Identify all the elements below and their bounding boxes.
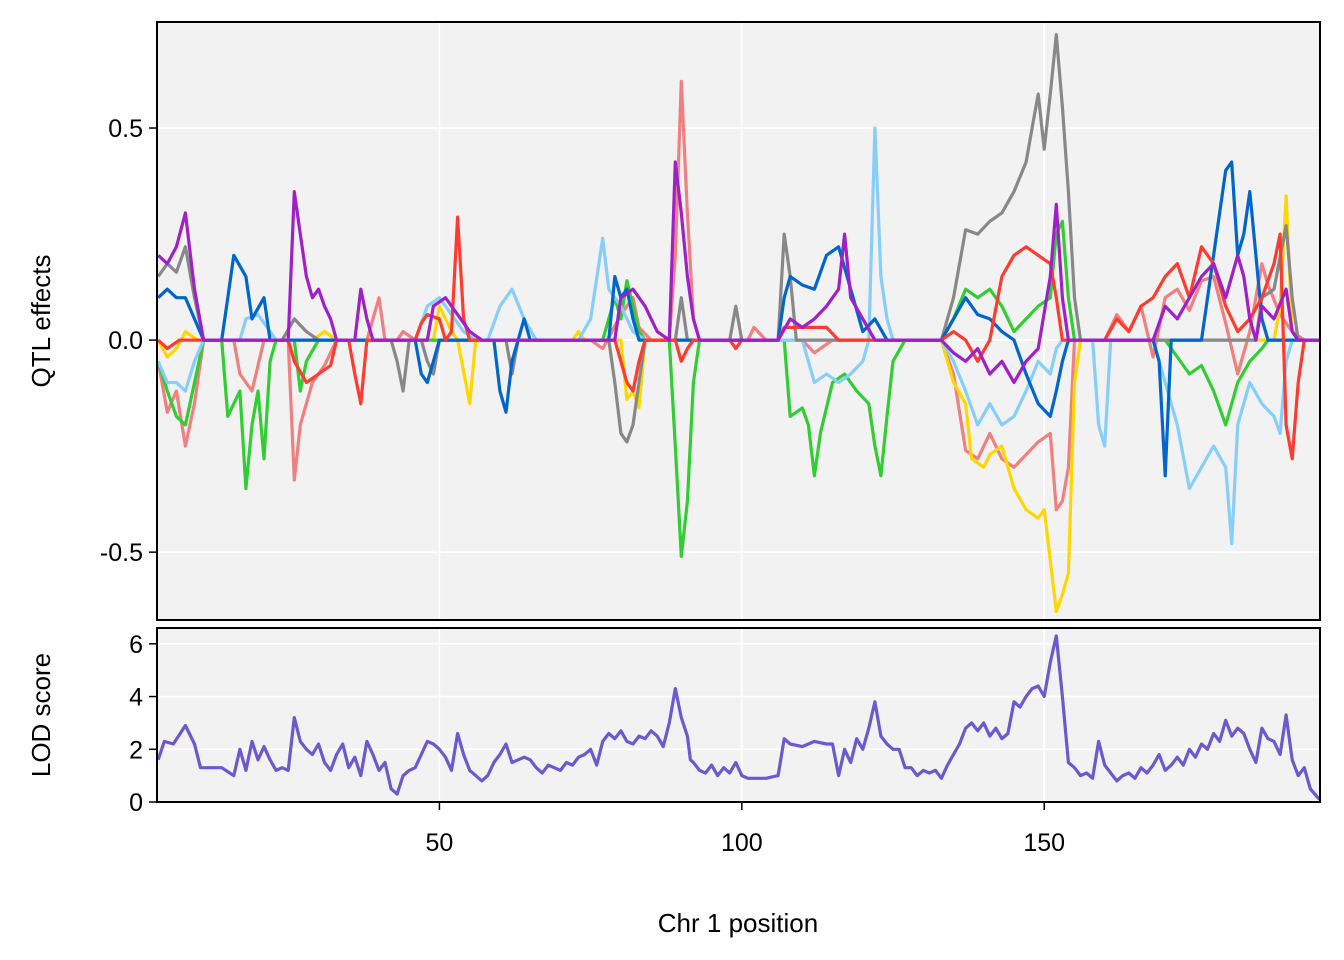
lod-series <box>156 634 1321 801</box>
effects-panel: 0.5 0.0 -0.5 QTL effects <box>26 21 1321 621</box>
effects-series-line <box>156 219 1320 559</box>
x-tick-label: 150 <box>1023 829 1065 857</box>
lod-y-tick-label: 0 <box>129 789 143 817</box>
effects-series-line <box>157 160 1320 385</box>
lod-plot-background <box>157 628 1320 802</box>
effects-y-axis-title: QTL effects <box>26 255 56 388</box>
effects-plot-border <box>156 21 1321 621</box>
x-tick-label: 50 <box>426 829 454 857</box>
lod-panel: 0 2 4 6 LOD score <box>26 627 1321 817</box>
effects-y-ticks: 0.5 0.0 -0.5 <box>100 115 157 567</box>
lod-y-ticks: 0 2 4 6 <box>129 631 157 817</box>
lod-y-tick-label: 4 <box>129 684 143 712</box>
x-axis-title: Chr 1 position <box>658 908 818 938</box>
lod-y-tick-label: 6 <box>129 631 143 659</box>
effects-series-line <box>157 160 1320 478</box>
lod-series-line <box>156 634 1321 801</box>
lod-plot-border <box>156 627 1321 803</box>
effects-y-tick-label: -0.5 <box>100 539 143 567</box>
lod-y-axis-title: LOD score <box>26 653 56 777</box>
x-axis-ticks: 50 100 150 <box>426 802 1065 857</box>
effects-y-tick-label: 0.5 <box>108 115 143 143</box>
x-tick-label: 100 <box>721 829 763 857</box>
lod-y-tick-label: 2 <box>129 736 143 764</box>
effects-series <box>156 33 1320 614</box>
effects-y-tick-label: 0.0 <box>108 327 143 355</box>
effects-series-line <box>156 126 1320 546</box>
